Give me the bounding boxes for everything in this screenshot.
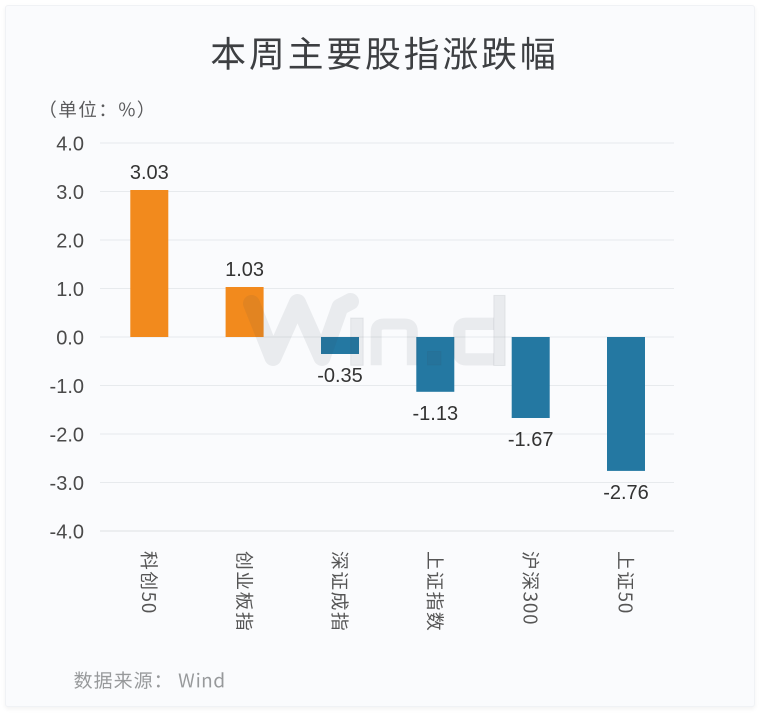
svg-text:3.0: 3.0 [56,182,84,204]
svg-text:-1.13: -1.13 [413,403,459,425]
svg-text:3.03: 3.03 [130,162,169,184]
svg-text:-1.67: -1.67 [508,429,554,451]
svg-text:2.0: 2.0 [56,230,84,252]
svg-text:0.0: 0.0 [56,327,84,349]
svg-text:1.03: 1.03 [225,259,264,281]
svg-text:-0.35: -0.35 [317,365,363,387]
svg-text:1.0: 1.0 [56,279,84,301]
svg-text:4.0: 4.0 [56,133,84,155]
svg-text:-3.0: -3.0 [50,473,84,495]
svg-text:-2.0: -2.0 [50,424,84,446]
svg-text:-2.76: -2.76 [603,482,649,504]
svg-text:-4.0: -4.0 [50,521,84,543]
svg-text:-1.0: -1.0 [50,376,84,398]
